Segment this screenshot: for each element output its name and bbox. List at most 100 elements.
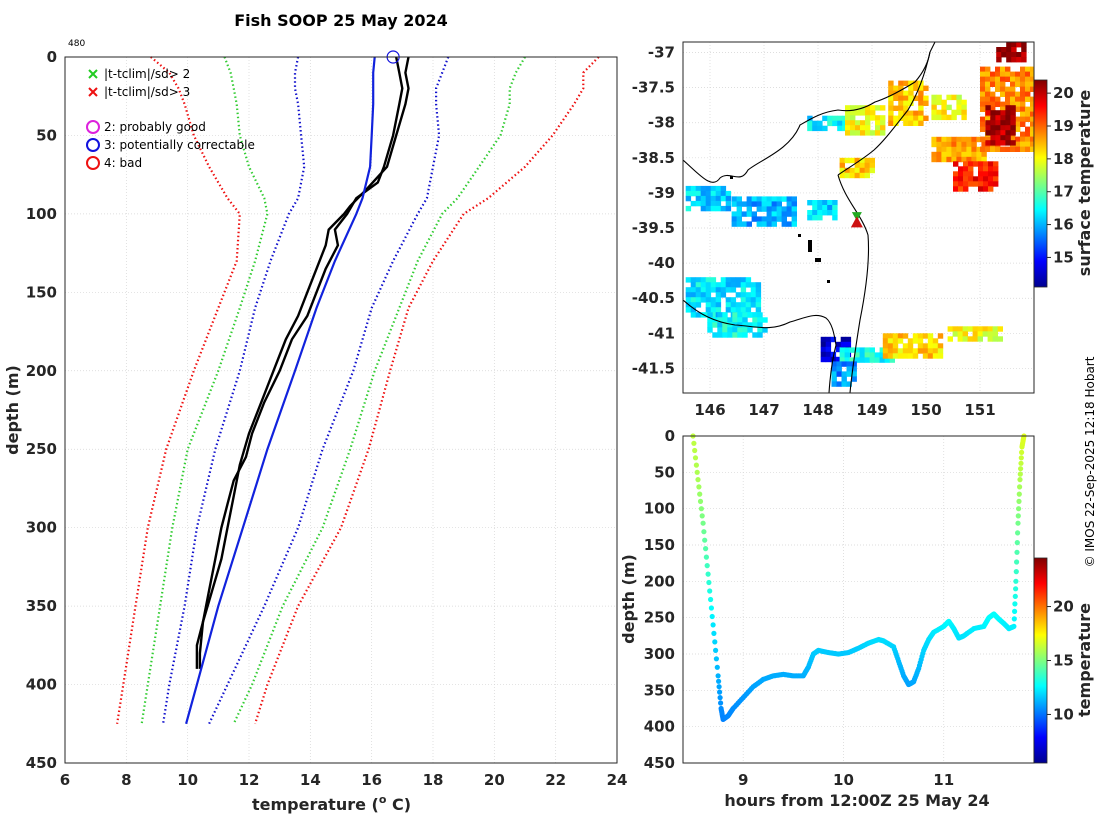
legend-qc-label: 4: bad <box>104 156 142 170</box>
sst-cell <box>841 376 847 382</box>
sst-cell <box>715 185 722 192</box>
sst-cell <box>745 302 752 308</box>
sst-cell <box>1011 42 1017 48</box>
sst-cell <box>990 81 996 87</box>
map-sst-field <box>685 42 1034 387</box>
sst-cell <box>913 85 919 91</box>
sst-cell <box>936 141 942 148</box>
sst-cell <box>710 190 717 197</box>
sst-cell <box>715 282 722 288</box>
profile-ylabel: depth (m) <box>3 365 22 455</box>
ship-position-marker <box>850 216 863 228</box>
sst-cell <box>996 52 1002 58</box>
sst-cell <box>727 322 733 328</box>
sst-cell <box>892 348 899 354</box>
sst-cell <box>705 195 712 202</box>
sst-cell <box>776 206 782 212</box>
sst-cell <box>1000 71 1006 77</box>
sst-cell <box>953 181 959 187</box>
sst-cell <box>936 136 942 143</box>
sst-cell <box>722 332 728 338</box>
sst-cell <box>707 322 713 328</box>
sst-cell <box>966 151 972 158</box>
sst-cell <box>936 99 942 106</box>
sst-cell <box>737 327 743 333</box>
sst-cell <box>961 109 967 116</box>
sst-cell <box>1025 71 1031 77</box>
sst-cell <box>1005 71 1011 77</box>
sst-cell <box>927 343 934 349</box>
sst-cell <box>690 287 697 293</box>
sst-cell <box>869 167 875 174</box>
track-colorbar-tick-label: 15 <box>1053 652 1074 670</box>
sst-cell <box>831 381 837 387</box>
map-ytick-label: -39 <box>648 184 675 202</box>
track-point <box>1018 466 1024 472</box>
legend-circle-marker <box>86 120 100 134</box>
track-point <box>1013 578 1019 584</box>
sst-cell <box>995 96 1001 102</box>
track-point <box>708 596 714 603</box>
sst-cell <box>918 115 924 121</box>
sst-cell <box>957 331 963 337</box>
sst-cell <box>751 211 757 217</box>
sst-cell <box>892 353 899 359</box>
sst-cell <box>854 162 860 169</box>
sst-cell <box>690 312 697 318</box>
sst-cell <box>715 190 722 197</box>
sst-cell <box>755 292 762 298</box>
sst-cell <box>980 121 986 127</box>
sst-cell <box>851 371 857 377</box>
sst-cell <box>717 317 723 323</box>
map-colorbar-tick-label: 18 <box>1053 150 1074 168</box>
sst-cell <box>742 327 748 333</box>
small-island-2 <box>798 234 801 237</box>
map-coastline <box>683 42 936 393</box>
sst-cell <box>835 346 842 353</box>
sst-cell <box>700 292 707 298</box>
sst-cell <box>888 90 894 96</box>
sst-cell <box>737 312 743 318</box>
sst-cell <box>839 352 845 358</box>
track-point <box>717 689 723 695</box>
sst-cell <box>985 101 991 107</box>
track-point <box>700 520 706 526</box>
sst-cell <box>956 151 962 158</box>
sst-cell <box>936 114 942 121</box>
sst-cell <box>985 81 991 87</box>
legend-qc-item: 3: potentially correctable <box>86 138 255 152</box>
sst-cell <box>822 205 828 211</box>
sst-patch <box>807 200 838 221</box>
sst-cell <box>750 292 757 298</box>
sst-cell <box>695 297 702 303</box>
sst-cell <box>860 120 866 126</box>
sst-cell <box>1000 140 1006 146</box>
map-ship-markers <box>850 212 863 228</box>
sst-cell <box>860 110 866 116</box>
profile-ytick-label: 350 <box>26 597 57 615</box>
sst-cell <box>695 277 702 283</box>
sst-cell <box>705 200 712 207</box>
sst-cell <box>912 338 919 344</box>
sst-cell <box>766 206 772 212</box>
sst-cell <box>755 307 762 313</box>
track-point <box>1018 455 1024 461</box>
track-point <box>1016 498 1022 504</box>
sst-cell <box>923 115 929 121</box>
sst-cell <box>995 130 1001 136</box>
sst-cell <box>812 210 818 216</box>
sst-cell <box>869 357 875 363</box>
track-ytick-label: 400 <box>644 718 675 736</box>
sst-cell <box>860 130 866 136</box>
sst-cell <box>1015 91 1021 97</box>
sst-cell <box>841 381 847 387</box>
profile-grid <box>64 56 618 764</box>
sst-cell <box>854 167 860 174</box>
sst-cell <box>700 205 707 212</box>
track-point <box>718 700 724 706</box>
sst-cell <box>825 356 832 363</box>
profile-axes-box <box>64 56 618 764</box>
sst-cell <box>978 181 984 187</box>
sst-cell <box>820 356 827 363</box>
sst-cell <box>946 141 952 148</box>
